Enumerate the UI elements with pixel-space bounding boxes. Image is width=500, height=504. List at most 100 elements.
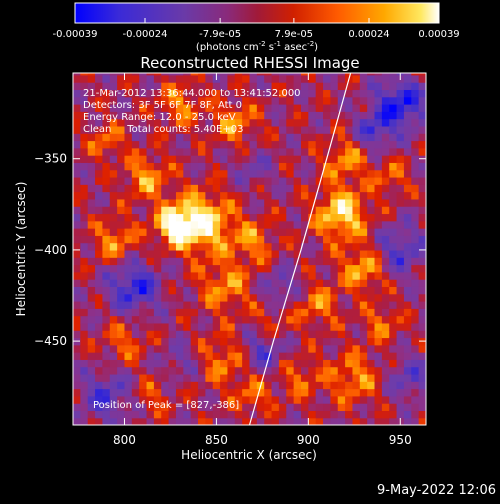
heatmap-cell — [256, 257, 265, 266]
heatmap-cell — [146, 89, 155, 98]
heatmap-cell — [271, 300, 280, 309]
heatmap-cell — [220, 111, 229, 120]
heatmap-cell — [352, 74, 361, 83]
heatmap-cell — [315, 73, 324, 76]
heatmap-cell — [330, 235, 339, 244]
heatmap-cell — [161, 410, 170, 419]
heatmap-cell — [175, 228, 184, 236]
heatmap-cell — [175, 373, 184, 382]
heatmap-cell — [234, 82, 243, 91]
heatmap-cell — [396, 286, 405, 295]
heatmap-cell — [374, 104, 383, 112]
heatmap-cell — [367, 125, 376, 134]
heatmap-cell — [337, 264, 346, 273]
heatmap-cell — [220, 147, 229, 156]
heatmap-cell — [323, 293, 331, 302]
heatmap-cell — [87, 300, 96, 309]
heatmap-cell — [220, 198, 229, 207]
heatmap-cell — [205, 286, 214, 295]
heatmap-cell — [337, 96, 346, 105]
heatmap-cell — [87, 352, 96, 360]
heatmap-cell — [315, 155, 324, 163]
heatmap-cell — [293, 125, 302, 134]
heatmap-cell — [330, 257, 339, 266]
heatmap-cell — [183, 403, 192, 412]
heatmap-cell — [198, 206, 206, 215]
heatmap-cell — [242, 417, 251, 425]
heatmap-cell — [131, 140, 140, 149]
heatmap-cell — [175, 366, 184, 375]
heatmap-cell — [190, 271, 199, 280]
heatmap-cell — [131, 395, 140, 404]
heatmap-cell — [220, 249, 229, 258]
heatmap-cell — [330, 184, 339, 193]
heatmap-cell — [227, 191, 236, 200]
heatmap-cell — [381, 169, 390, 178]
heatmap-cell — [300, 176, 309, 185]
heatmap-cell — [293, 249, 302, 258]
heatmap-cell — [220, 293, 229, 302]
heatmap-cell — [418, 206, 426, 215]
heatmap-cell — [337, 359, 346, 368]
heatmap-cell — [220, 104, 229, 112]
heatmap-cell — [337, 176, 346, 185]
heatmap-cell — [308, 140, 317, 149]
heatmap-cell — [205, 395, 214, 404]
heatmap-cell — [300, 162, 309, 171]
heatmap-cell — [242, 257, 251, 266]
heatmap-cell — [102, 337, 111, 346]
heatmap-cell — [198, 381, 206, 390]
heatmap-cell — [396, 344, 405, 353]
heatmap-cell — [139, 344, 148, 353]
heatmap-cell — [212, 140, 221, 149]
heatmap-cell — [109, 410, 118, 419]
heatmap-cell — [117, 271, 126, 280]
heatmap-cell — [131, 286, 140, 295]
heatmap-cell — [117, 111, 126, 120]
heatmap-cell — [352, 395, 361, 404]
heatmap-cell — [212, 111, 221, 120]
heatmap-cell — [374, 403, 383, 412]
heatmap-cell — [315, 242, 324, 251]
heatmap-cell — [80, 162, 89, 171]
heatmap-cell — [396, 220, 405, 229]
heatmap-cell — [87, 315, 96, 324]
heatmap-cell — [109, 191, 118, 200]
heatmap-cell — [367, 300, 376, 309]
heatmap-cell — [286, 308, 295, 317]
heatmap-cell — [278, 293, 287, 302]
heatmap-cell — [95, 140, 104, 149]
heatmap-cell — [124, 111, 133, 120]
heatmap-cell — [345, 191, 354, 200]
heatmap-cell — [286, 140, 295, 149]
heatmap-cell — [396, 191, 405, 200]
heatmap-cell — [359, 344, 368, 353]
heatmap-cell — [345, 104, 354, 112]
heatmap-cell — [271, 140, 280, 149]
heatmap-cell — [87, 373, 96, 382]
heatmap-cell — [315, 286, 324, 295]
heatmap-cell — [411, 381, 420, 390]
heatmap-cell — [175, 410, 184, 419]
heatmap-cell — [315, 111, 324, 120]
heatmap-cell — [175, 271, 184, 280]
heatmap-cell — [109, 381, 118, 390]
heatmap-cell — [367, 337, 376, 346]
heatmap-cell — [411, 162, 420, 171]
heatmap-cell — [374, 388, 383, 397]
heatmap-cell — [389, 271, 398, 280]
heatmap-cell — [323, 286, 331, 295]
heatmap-cell — [418, 417, 426, 425]
heatmap-cell — [381, 147, 390, 156]
heatmap-cell — [315, 228, 324, 236]
heatmap-cell — [352, 235, 361, 244]
heatmap-cell — [418, 300, 426, 309]
heatmap-cell — [308, 155, 317, 163]
heatmap-cell — [80, 315, 89, 324]
heatmap-cell — [403, 206, 412, 215]
heatmap-cell — [95, 381, 104, 390]
heatmap-cell — [249, 337, 258, 346]
heatmap-cell — [286, 330, 295, 339]
heatmap-cell — [411, 410, 420, 419]
